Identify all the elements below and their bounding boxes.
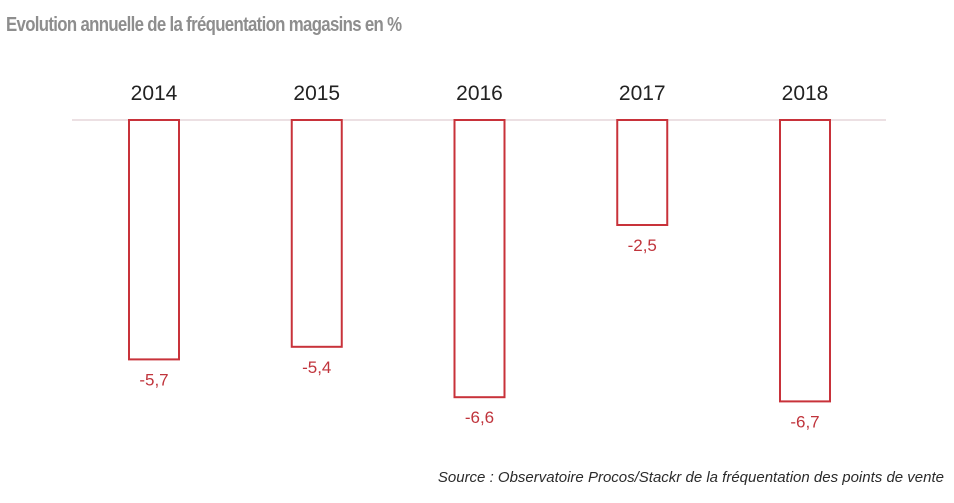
bar-2014 [128, 119, 180, 361]
category-label-2014: 2014 [131, 82, 178, 105]
value-label-2018: -6,7 [790, 412, 819, 431]
category-label-2018: 2018 [782, 82, 829, 105]
bar-2018 [779, 119, 831, 403]
category-label-2016: 2016 [456, 82, 503, 105]
bar-2015 [290, 119, 343, 348]
value-label-2017: -2,5 [628, 236, 657, 255]
bar-2017 [616, 119, 669, 226]
chart-title: Evolution annuelle de la fréquentation m… [6, 14, 402, 36]
value-label-2014: -5,7 [139, 370, 168, 389]
value-label-2016: -6,6 [465, 408, 494, 427]
source-note: Source : Observatoire Procos/Stackr de l… [437, 469, 944, 486]
category-label-2015: 2015 [293, 82, 340, 105]
bar-2016 [453, 119, 506, 399]
value-label-2015: -5,4 [302, 358, 331, 377]
category-label-2017: 2017 [619, 82, 666, 105]
bars-group: 2014 -5,7 2015 -5,4 2016 -6,6 2017 -2,5 2018 -6,7 [128, 82, 831, 431]
